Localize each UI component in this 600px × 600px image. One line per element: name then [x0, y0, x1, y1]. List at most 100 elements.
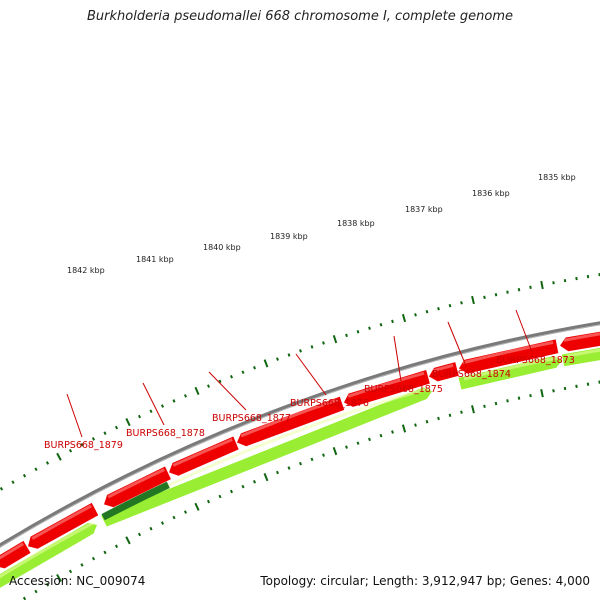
- topology-value: circular: [320, 574, 365, 588]
- reverse-gene-9-gloss: [563, 332, 600, 342]
- outer-tick: [125, 417, 131, 427]
- gene-label-leader: [66, 393, 83, 438]
- outer-tick: [68, 448, 73, 453]
- accession-label: Accession:: [9, 574, 73, 588]
- inner-tick: [229, 489, 234, 494]
- accession-value: NC_009074: [76, 574, 146, 588]
- gene-label[interactable]: BURPS668_1874: [432, 369, 511, 380]
- inner-tick: [379, 433, 383, 438]
- outer-tick: [137, 414, 142, 419]
- kbp-label: 1839 kbp: [270, 232, 308, 241]
- outer-tick: [56, 452, 62, 461]
- inner-tick: [68, 569, 73, 574]
- gene-label-leader: [142, 382, 165, 426]
- genes-value: 4,000: [555, 574, 590, 588]
- forward-gene-2-shape[interactable]: [101, 387, 432, 527]
- reverse-gene-4-gloss: [172, 438, 233, 467]
- kbp-label: 1840 kbp: [203, 243, 241, 252]
- reverse-gene-9[interactable]: [560, 325, 600, 352]
- inner-tick: [22, 596, 27, 600]
- reverse-gene-5[interactable]: [237, 396, 345, 447]
- outer-tick: [494, 293, 498, 297]
- inner-tick: [183, 510, 188, 514]
- reverse-gene-4[interactable]: [169, 436, 239, 476]
- forward-gene-3[interactable]: [458, 356, 562, 390]
- inner-tick: [332, 446, 338, 456]
- reverse-gene-1-shape[interactable]: [0, 540, 31, 569]
- reverse-gene-3-shape[interactable]: [104, 466, 171, 508]
- inner-tick: [540, 389, 544, 398]
- gene-label[interactable]: BURPS668_1873: [496, 355, 575, 366]
- outer-tick: [149, 409, 153, 414]
- gene-label[interactable]: BURPS668_1877: [212, 413, 291, 424]
- forward-gene-4[interactable]: [561, 342, 600, 367]
- forward-gene-3-shape[interactable]: [458, 356, 562, 390]
- outer-tick: [332, 335, 338, 344]
- inner-tick: [299, 461, 302, 466]
- reverse-gene-1-gloss: [0, 542, 25, 560]
- gene-label[interactable]: BURPS668_1876: [290, 398, 369, 409]
- kbp-label: 1835 kbp: [538, 173, 576, 182]
- forward-gene-1-shape[interactable]: [0, 522, 97, 589]
- outer-tick: [425, 310, 429, 314]
- inner-tick: [149, 526, 153, 531]
- reverse-gene-6-gloss: [347, 371, 425, 398]
- reverse-gene-4-shape[interactable]: [169, 436, 239, 476]
- inner-tick: [276, 470, 279, 475]
- inner-tick: [494, 401, 498, 406]
- accession-info: Accession: NC_009074: [9, 574, 145, 588]
- inner-tick: [45, 582, 50, 587]
- reverse-gene-2[interactable]: [28, 502, 99, 549]
- forward-gene-2[interactable]: [101, 387, 432, 527]
- inner-tick: [172, 515, 176, 520]
- inner-tick: [552, 389, 555, 393]
- reverse-gene-7[interactable]: [429, 362, 459, 382]
- outer-tick: [460, 301, 463, 305]
- genes-label: Genes:: [509, 574, 552, 588]
- outer-tick: [448, 304, 452, 308]
- kbp-label: 1836 kbp: [472, 189, 510, 198]
- kbp-label: 1842 kbp: [67, 266, 105, 275]
- inner-tick: [506, 399, 509, 403]
- outer-tick: [575, 276, 578, 281]
- inner-tick: [437, 416, 440, 421]
- outer-tick: [299, 349, 302, 353]
- outer-tick: [207, 384, 210, 388]
- genome-summary: Topology: circular; Length: 3,912,947 bp…: [260, 574, 590, 588]
- inner-tick: [34, 589, 38, 594]
- outer-tick: [552, 281, 555, 285]
- reverse-gene-3[interactable]: [104, 466, 171, 508]
- outer-tick: [287, 353, 291, 357]
- outer-tick: [506, 290, 509, 294]
- outer-tick: [563, 278, 567, 283]
- reverse-gene-8[interactable]: [459, 339, 559, 374]
- gene-label[interactable]: BURPS668_1878: [126, 428, 205, 439]
- outer-tick: [401, 313, 407, 323]
- outer-tick: [218, 379, 222, 384]
- reverse-gene-6-shape[interactable]: [344, 370, 430, 407]
- outer-tick: [529, 285, 532, 289]
- gene-label-leader: [515, 309, 533, 353]
- inner-tick: [194, 502, 200, 511]
- reverse-gene-2-shape[interactable]: [28, 502, 99, 549]
- reverse-gene-5-shape[interactable]: [237, 396, 345, 447]
- length-value: 3,912,947 bp: [421, 574, 502, 588]
- highlighted-gene[interactable]: [101, 481, 170, 521]
- gene-label[interactable]: BURPS668_1879: [44, 440, 123, 451]
- gene-label-leader: [393, 335, 402, 382]
- reverse-gene-1[interactable]: [0, 540, 31, 569]
- inner-tick: [575, 384, 578, 388]
- forward-gene-1[interactable]: [0, 521, 97, 589]
- gene-label[interactable]: BURPS668_1875: [364, 384, 443, 395]
- outer-tick: [34, 467, 38, 472]
- inner-tick: [414, 423, 417, 427]
- inner-tick: [103, 550, 107, 555]
- inner-tick: [460, 410, 463, 414]
- inner-tick: [563, 386, 567, 391]
- reverse-gene-6[interactable]: [344, 370, 430, 407]
- outer-tick: [368, 326, 371, 330]
- inner-tick: [80, 563, 84, 567]
- outer-tick: [437, 306, 440, 311]
- inner-tick: [56, 574, 62, 582]
